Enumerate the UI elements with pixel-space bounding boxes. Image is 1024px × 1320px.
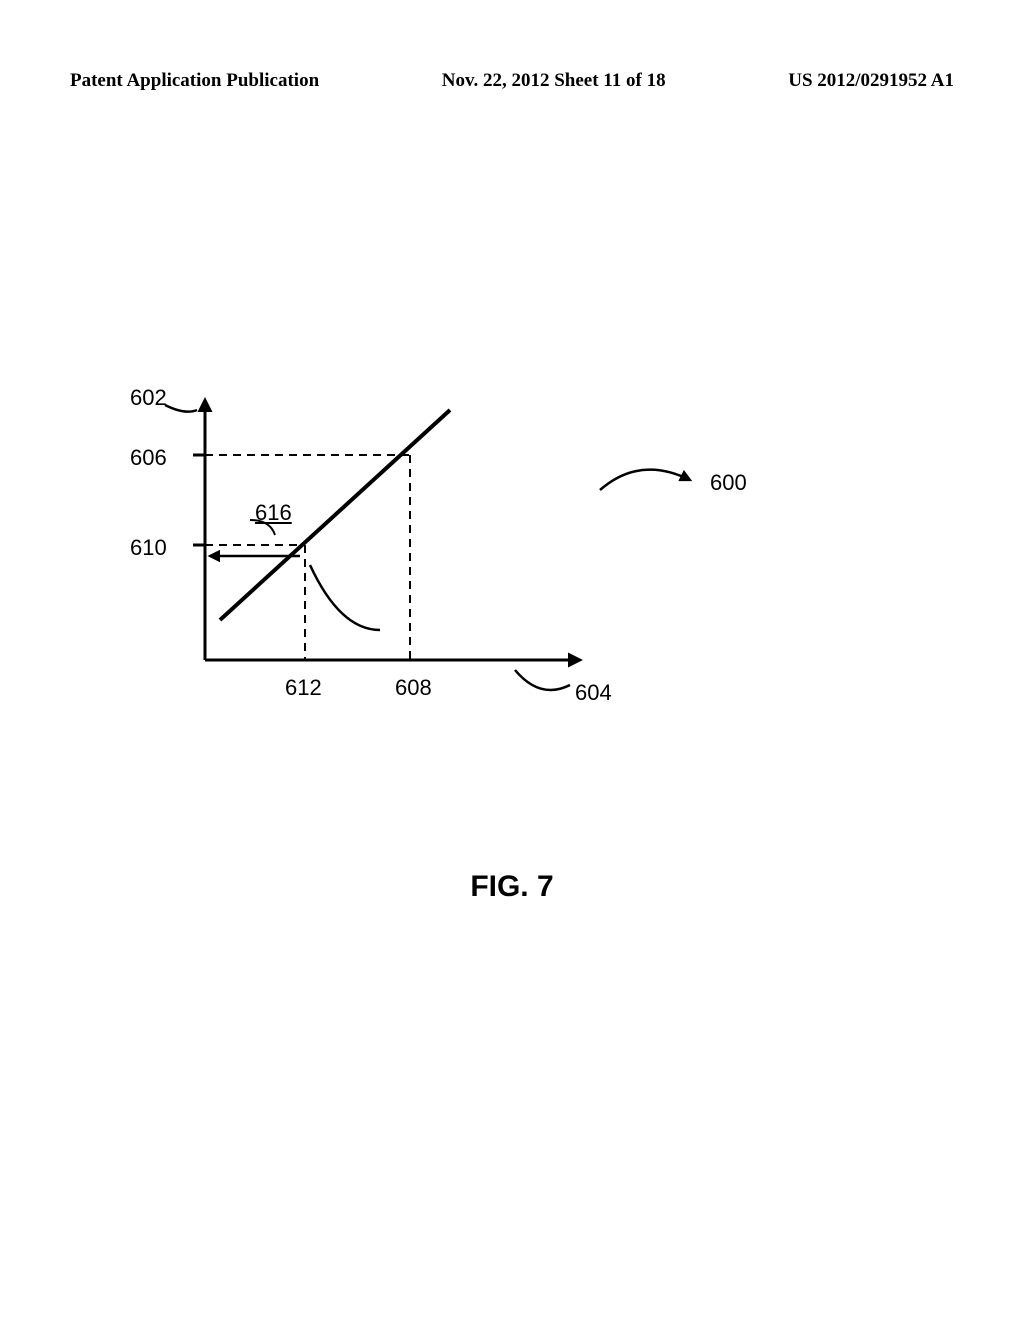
label-ref604: 604 [575,680,612,706]
label-ref612: 612 [285,675,322,701]
label-ref606: 606 [130,445,167,471]
header-right: US 2012/0291952 A1 [788,70,954,92]
header-center: Nov. 22, 2012 Sheet 11 of 18 [442,70,666,92]
label-ref610: 610 [130,535,167,561]
label-ref600: 600 [710,470,747,496]
page-header: Patent Application Publication Nov. 22, … [0,70,1024,92]
figure-7: 602 606 610 612 608 604 600 616 [120,360,820,760]
label-ref602: 602 [130,385,167,411]
label-ref616: 616 [255,500,292,526]
chart-svg [120,360,820,760]
header-left: Patent Application Publication [70,70,319,92]
figure-caption: FIG. 7 [0,870,1024,904]
label-ref608: 608 [395,675,432,701]
